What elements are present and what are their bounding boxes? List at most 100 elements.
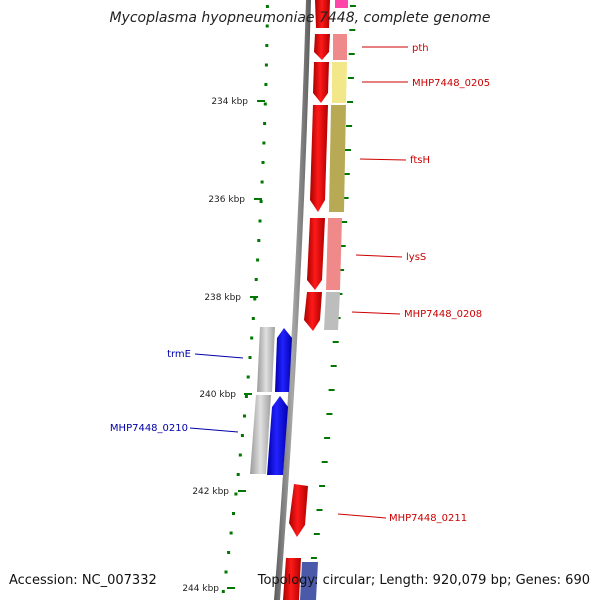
ruler-dot [227,551,231,554]
inner-ruler-dot [313,533,320,535]
ruler-dot [265,24,269,28]
ruler-dot [246,375,250,379]
gene-arrow-lysS [307,218,325,290]
gene-arrow-MHP7448_0210 [267,396,288,475]
label-leader-MHP7448_0208 [351,311,401,315]
gene-arrow-ftsH [310,105,328,212]
tick-label-242: 242 kbp [192,487,229,497]
inner-ruler-dot [339,245,346,247]
ruler-dot [258,219,262,223]
inner-ruler-dot [338,269,345,271]
category-block-top [335,0,348,8]
label-leader-lysS [355,254,403,258]
gene-arrow-trmE [275,328,292,392]
tick-label-244: 244 kbp [182,584,219,594]
forward-gene-track [283,0,330,600]
gene-label-MHP7448_0210[interactable]: MHP7448_0210 [110,423,188,434]
gene-label-MHP7448_0208[interactable]: MHP7448_0208 [404,309,482,320]
inner-ruler-dot [326,413,333,415]
category-block-bottom [300,562,318,600]
inner-ruler-dot [319,485,326,487]
gene-label-MHP7448_0211[interactable]: MHP7448_0211 [389,513,467,524]
label-leader-trmE [194,353,244,359]
gene-label-pth[interactable]: pth [412,43,429,54]
tick-label-240: 240 kbp [199,390,236,400]
ruler-dot [240,434,244,437]
ruler-dot [248,356,252,359]
inner-ruler-dot [321,461,328,463]
inner-ruler-dot [332,341,339,343]
label-leader-MHP7448_0211 [337,513,387,519]
inner-ruler-dot [324,437,331,439]
forward-category-ring [300,0,348,600]
gene-arrow-bottom [283,558,301,600]
inner-ruler-dot [347,77,354,79]
ruler-arc [221,5,269,593]
gene-label-lysS[interactable]: lysS [406,252,426,263]
label-leader-ftsH [359,158,407,161]
gene-labels: pth MHP7448_0205 ftsH lysS MHP7448_0208 … [110,43,490,524]
gene-arrow-MHP7448_0211 [289,484,308,537]
ruler-dot [265,44,269,47]
ruler-dot [234,492,238,496]
genome-backbone [274,0,311,600]
tick-label-236: 236 kbp [208,195,245,205]
gene-arrow-MHP7448_0205 [313,62,329,103]
ruler-dot [260,180,264,184]
gene-label-ftsH[interactable]: ftsH [410,155,430,166]
category-block-0205 [332,62,347,103]
ruler-dot [263,102,267,106]
gene-label-trmE[interactable]: trmE [167,349,191,360]
map-title: Mycoplasma hyopneumoniae 7448, complete … [109,10,491,26]
ruler-dot [256,258,260,262]
gene-label-MHP7448_0205[interactable]: MHP7448_0205 [412,78,490,89]
inner-ruler-dot [345,149,351,151]
inner-ruler-dot [346,125,353,127]
ruler-dot [236,473,240,476]
accession-text: Accession: NC_007332 [9,573,157,588]
inner-ruler-dot [310,557,317,559]
ruler-dot [264,83,268,86]
ruler-dot [259,200,263,203]
ruler-dot [253,297,257,301]
ruler-dot [243,414,246,418]
gene-arrow-top [315,0,330,28]
genome-summary-text: Topology: circular; Length: 920,079 bp; … [257,573,590,588]
tick-label-238: 238 kbp [204,293,241,303]
category-block-pth [333,34,347,60]
inner-ruler-dot [342,197,349,199]
inner-ruler-dot [316,509,323,511]
ruler-dot [221,590,225,593]
inner-ruler-dot [347,101,354,103]
ruler-dot [238,453,242,457]
inner-ruler-dot [349,29,356,31]
inner-ruler-dot [348,53,355,55]
ruler-dot [262,141,266,145]
gene-arrow-pth [314,34,330,60]
category-block-0210 [250,395,271,474]
inner-ruler-dot [328,389,335,391]
ruler-dot [232,512,235,515]
category-block-lysS [326,218,342,290]
category-block-ftsH [329,105,346,212]
label-leader-MHP7448_0210 [189,427,239,433]
inner-ruler-dot [341,221,348,223]
ruler-dot [251,317,255,320]
category-block-0208 [324,292,340,330]
ruler-dot [261,161,265,164]
ruler-dot [250,336,254,340]
ruler-dot [244,395,248,398]
ruler-dot [254,278,258,281]
reverse-gene-track [250,327,292,475]
gene-arrow-MHP7448_0208 [304,292,322,331]
ruler-dot [229,531,233,535]
ruler-dot [264,63,268,67]
ruler-dot [263,122,267,125]
scale-ticks: 234 kbp 236 kbp 238 kbp 240 kbp 242 kbp … [182,97,265,594]
inner-ruler-dot [343,173,350,175]
ruler-dot [265,5,269,8]
category-block-trmE [257,327,275,392]
ruler-dot [257,239,261,242]
inner-ruler-dot [330,365,337,367]
